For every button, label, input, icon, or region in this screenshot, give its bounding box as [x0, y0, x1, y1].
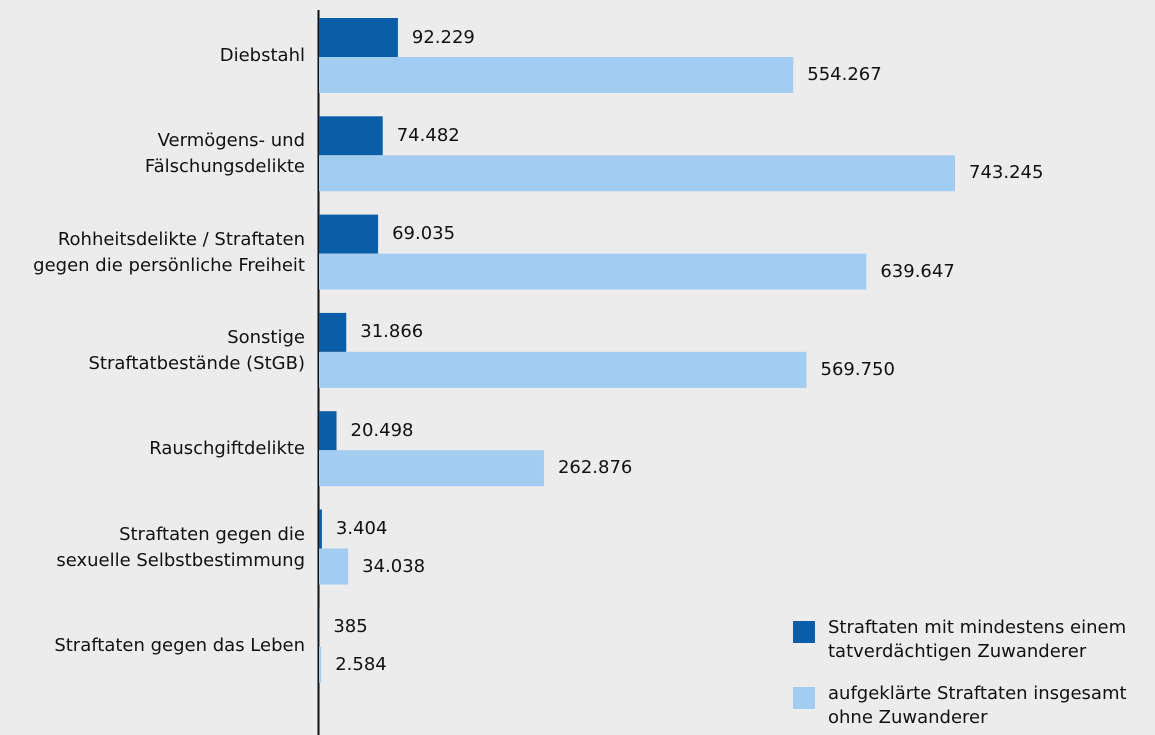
category-label: Rauschgiftdelikte	[149, 438, 305, 460]
legend-label: aufgeklärte Straftaten insgesamt ohne Zu…	[828, 683, 1127, 728]
bar	[319, 351, 807, 388]
bar	[319, 214, 379, 254]
bar	[319, 57, 794, 93]
bar	[319, 548, 349, 585]
bar	[319, 312, 347, 352]
bar	[319, 509, 322, 549]
category-label: Sonstige Straftatbestände (StGB)	[88, 326, 305, 374]
legend-swatch	[793, 621, 815, 643]
value-label: 3.404	[335, 518, 388, 539]
bar	[319, 116, 383, 156]
category-label: Diebstahl	[219, 45, 305, 66]
bar	[319, 253, 867, 290]
value-label: 31.866	[360, 321, 424, 343]
value-label: 2.584	[335, 653, 387, 675]
value-label: 262.876	[557, 457, 633, 479]
bar	[319, 18, 398, 57]
value-label: 385	[333, 616, 368, 638]
value-label: 20.498	[350, 419, 414, 441]
value-label: 74.482	[396, 124, 460, 146]
category-label: Rohheitsdelikte / Straftaten gegen die p…	[33, 228, 305, 276]
value-label: 639.647	[880, 260, 955, 282]
bar	[319, 155, 955, 192]
value-label: 554.267	[807, 64, 882, 85]
value-label: 92.229	[411, 26, 475, 48]
value-label: 69.035	[392, 223, 456, 245]
category-label: Vermögens- und Fälschungsdelikte	[144, 130, 305, 178]
category-label: Straftaten gegen die sexuelle Selbstbest…	[56, 523, 305, 571]
value-label: 569.750	[820, 358, 895, 380]
value-label: 743.245	[969, 162, 1044, 184]
category-label: Straftaten gegen das Leben	[54, 634, 305, 656]
value-label: 34.038	[362, 555, 426, 577]
legend-label: Straftaten mit mindestens einem tatverdä…	[828, 617, 1127, 662]
bar	[319, 450, 544, 487]
bar	[319, 411, 337, 451]
legend-swatch	[793, 687, 815, 709]
bar	[319, 646, 322, 683]
